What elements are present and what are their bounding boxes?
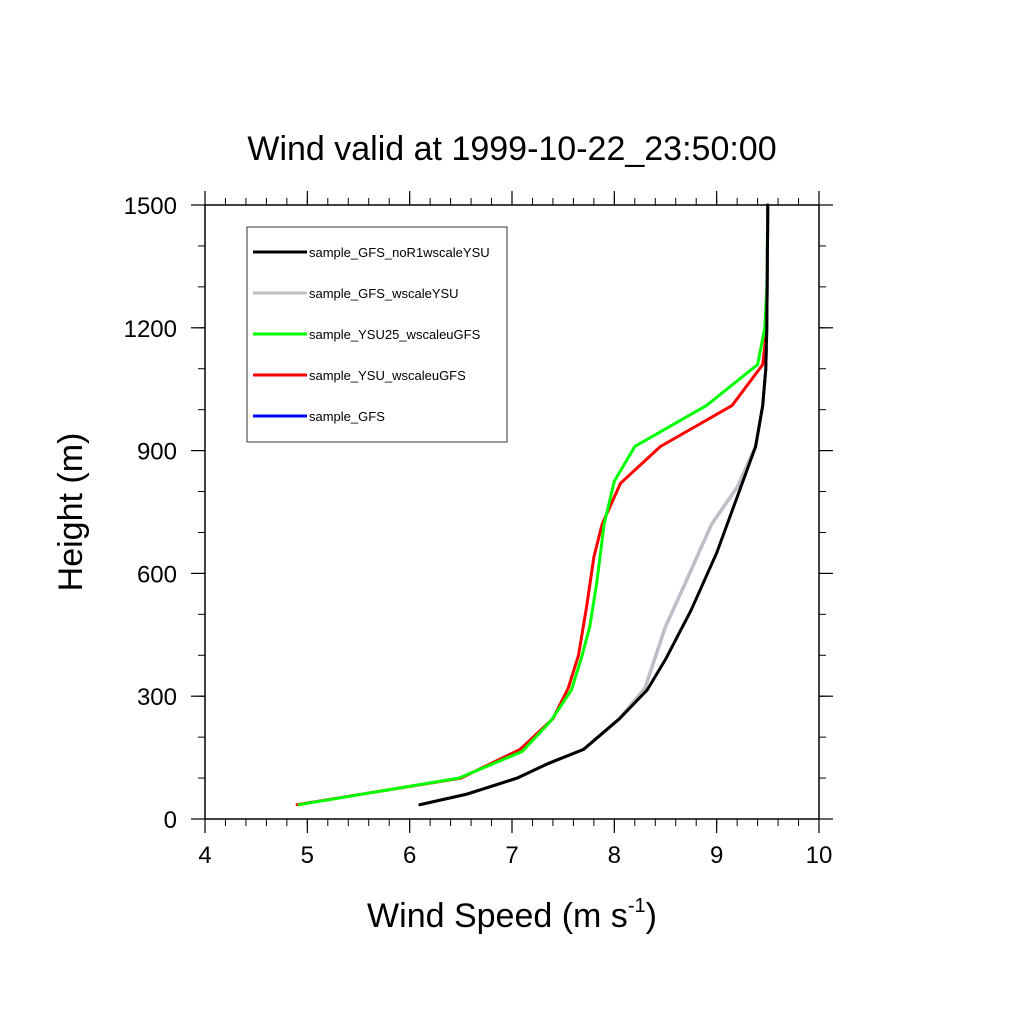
x-tick-label: 7 xyxy=(505,842,518,869)
legend: sample_GFS_noR1wscaleYSU sample_GFS_wscal… xyxy=(246,226,508,443)
chart-title: Wind valid at 1999-10-22_23:50:00 xyxy=(247,130,776,168)
y-tick-label: 600 xyxy=(137,561,177,588)
x-tick-label: 4 xyxy=(198,842,211,869)
x-tick-label: 9 xyxy=(710,842,723,869)
legend-label: sample_YSU25_wscaleuGFS xyxy=(309,327,481,342)
y-tick-label: 1200 xyxy=(124,316,177,343)
x-tick-label: 5 xyxy=(301,842,314,869)
series-line-sample_YSU25_wscaleuGFS xyxy=(297,203,770,807)
y-tick-label: 900 xyxy=(137,439,177,466)
x-tick-label: 10 xyxy=(806,842,833,869)
series-line-sample_GFS_noR1wscaleYSU xyxy=(418,203,770,807)
legend-label: sample_GFS_wscaleYSU xyxy=(309,286,459,301)
x-axis-label-superscript: -1 xyxy=(628,895,646,917)
x-axis-label: Wind Speed (m s-1) xyxy=(367,895,657,935)
legend-label: sample_YSU_wscaleuGFS xyxy=(309,368,466,383)
plot-area xyxy=(295,203,770,807)
y-tick-label: 0 xyxy=(164,807,177,834)
y-tick-label: 300 xyxy=(137,684,177,711)
legend-label: sample_GFS_noR1wscaleYSU xyxy=(309,245,490,260)
x-tick-label: 6 xyxy=(403,842,416,869)
series-line-sample_YSU_wscaleuGFS xyxy=(295,203,770,807)
y-axis-label: Height (m) xyxy=(52,433,90,592)
y-tick-label: 1500 xyxy=(124,193,177,220)
x-tick-label: 8 xyxy=(608,842,621,869)
x-axis-label-close: ) xyxy=(646,897,657,935)
legend-label: sample_GFS xyxy=(309,409,385,424)
axes: 4 5 6 7 8 9 10 0 300 600 900 1200 1500 xyxy=(124,191,833,869)
x-axis-label-main: Wind Speed (m s xyxy=(367,897,628,935)
